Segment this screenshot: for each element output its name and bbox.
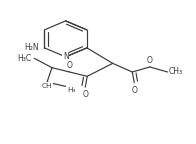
Text: CH₃: CH₃ [169,68,183,76]
Text: H₃: H₃ [68,87,76,93]
Text: H₃C: H₃C [17,54,31,63]
Text: O: O [147,56,153,65]
Text: H₂N: H₂N [24,43,39,52]
Text: N: N [63,52,69,61]
Text: O: O [67,61,73,70]
Text: O: O [82,90,88,99]
Text: CH: CH [42,83,52,89]
Text: O: O [131,86,137,95]
